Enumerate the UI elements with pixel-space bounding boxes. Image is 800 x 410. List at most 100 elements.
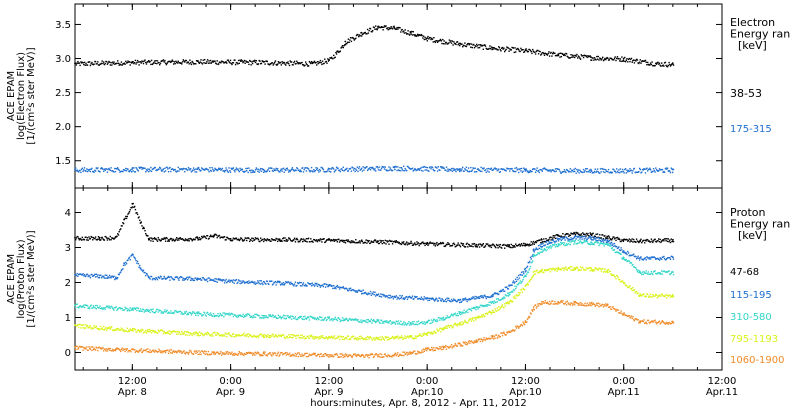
- data-point: [487, 48, 489, 50]
- data-point: [262, 317, 264, 319]
- data-point: [311, 170, 313, 172]
- data-point: [246, 239, 248, 242]
- data-point: [227, 59, 229, 61]
- data-point: [283, 61, 285, 64]
- data-point: [372, 293, 374, 295]
- data-point: [412, 323, 414, 325]
- data-point: [420, 33, 423, 36]
- data-point: [228, 312, 230, 314]
- data-point: [445, 325, 448, 327]
- data-point: [356, 166, 358, 168]
- series-175-315: [74, 165, 675, 174]
- data-point: [620, 170, 622, 173]
- data-point: [548, 51, 550, 53]
- data-point: [291, 168, 293, 170]
- data-point: [336, 284, 339, 287]
- data-point: [504, 294, 507, 296]
- data-point: [556, 234, 558, 236]
- data-point: [86, 273, 89, 276]
- data-point: [79, 237, 81, 240]
- data-point: [235, 237, 238, 239]
- data-point: [241, 281, 243, 284]
- data-point: [524, 170, 526, 172]
- data-point: [201, 333, 204, 335]
- data-point: [536, 240, 538, 242]
- data-point: [358, 35, 360, 38]
- data-point: [574, 56, 576, 59]
- data-point: [150, 240, 152, 242]
- data-point: [368, 240, 370, 242]
- data-point: [153, 331, 156, 334]
- data-point: [658, 272, 661, 275]
- data-point: [672, 64, 675, 66]
- data-point: [651, 272, 653, 275]
- data-point: [76, 169, 78, 171]
- data-point: [386, 295, 389, 297]
- y-tick-label: 3.0: [55, 54, 71, 65]
- data-point: [103, 239, 106, 241]
- data-point: [192, 169, 194, 171]
- data-point: [490, 246, 493, 249]
- data-point: [115, 306, 117, 308]
- data-point: [450, 313, 453, 315]
- data-point: [607, 171, 609, 173]
- data-point: [428, 170, 430, 172]
- data-point: [630, 58, 632, 60]
- data-point: [210, 235, 212, 237]
- data-point: [443, 300, 445, 302]
- data-point: [240, 315, 243, 317]
- data-point: [348, 287, 350, 290]
- data-point: [339, 335, 341, 337]
- data-point: [279, 315, 281, 318]
- data-point: [80, 238, 82, 240]
- data-point: [170, 310, 172, 312]
- data-point: [627, 250, 629, 253]
- data-point: [588, 243, 591, 245]
- data-point: [432, 298, 434, 300]
- data-point: [369, 336, 372, 338]
- data-point: [653, 256, 655, 258]
- data-point: [408, 167, 411, 170]
- data-point: [355, 239, 357, 241]
- data-point: [557, 234, 560, 237]
- data-point: [599, 58, 602, 60]
- data-point: [654, 238, 656, 240]
- data-point: [186, 276, 188, 278]
- data-point: [113, 275, 115, 277]
- data-point: [197, 278, 199, 280]
- data-point: [467, 320, 470, 322]
- data-point: [377, 338, 380, 340]
- data-point: [670, 238, 672, 240]
- data-point: [260, 167, 262, 170]
- data-point: [549, 245, 552, 247]
- data-point: [493, 245, 496, 247]
- data-point: [431, 319, 433, 321]
- data-point: [167, 239, 170, 241]
- data-point: [147, 329, 149, 331]
- data-point: [534, 240, 537, 243]
- data-point: [429, 331, 431, 334]
- data-point: [332, 167, 334, 169]
- data-point: [436, 241, 438, 244]
- data-point: [658, 63, 660, 65]
- data-point: [590, 241, 592, 244]
- data-point: [164, 170, 167, 172]
- data-point: [153, 237, 155, 240]
- data-point: [366, 335, 369, 338]
- data-point: [279, 316, 282, 318]
- data-point: [167, 275, 170, 278]
- data-point: [245, 167, 247, 170]
- data-point: [504, 297, 506, 299]
- data-point: [382, 320, 384, 323]
- data-point: [564, 170, 566, 173]
- data-point: [540, 53, 543, 55]
- data-point: [633, 238, 635, 241]
- data-point: [584, 55, 586, 57]
- data-point: [445, 169, 447, 171]
- data-point: [451, 40, 454, 42]
- data-point: [600, 242, 602, 244]
- data-point: [582, 168, 585, 171]
- data-point: [142, 332, 145, 334]
- data-point: [147, 168, 149, 170]
- data-point: [403, 30, 405, 32]
